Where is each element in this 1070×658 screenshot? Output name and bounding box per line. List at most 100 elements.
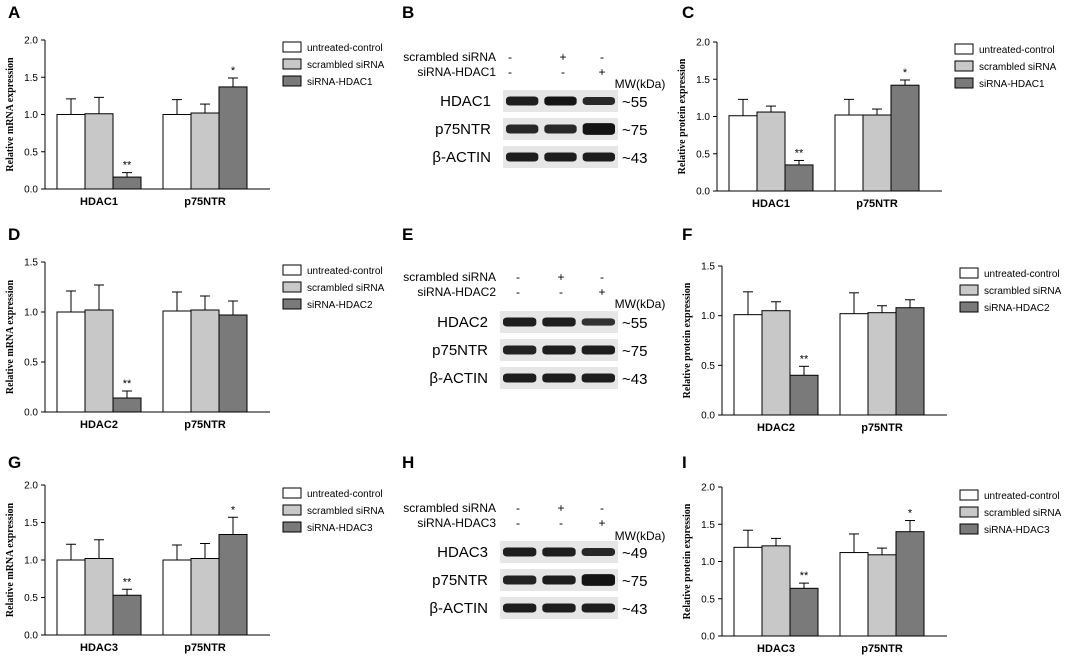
panel-letter: G <box>8 453 21 472</box>
y-tick-label: 0.5 <box>24 147 38 158</box>
chart-D: D 0.0 0.5 1.0 1.5 Relative mRNA expression ** H… <box>5 225 385 431</box>
molecular-weight: ~75 <box>622 122 647 139</box>
y-tick-label: 1.5 <box>701 520 715 531</box>
protein-band <box>503 317 537 327</box>
legend-swatch <box>954 77 974 89</box>
protein-band <box>503 547 537 557</box>
lane-mark: + <box>559 50 566 64</box>
category-label: HDAC3 <box>757 643 795 655</box>
legend-swatch <box>282 264 302 276</box>
category-label: HDAC1 <box>752 198 790 210</box>
significance-marker: ** <box>800 570 809 582</box>
bar <box>756 111 786 192</box>
significance-marker: ** <box>795 147 804 159</box>
bar <box>162 114 192 190</box>
panel-letter: F <box>682 225 692 244</box>
y-axis-label: Relative mRNA expression <box>5 279 16 394</box>
significance-marker: * <box>231 65 236 77</box>
legend-label: siRNA-HDAC3 <box>307 523 373 534</box>
molecular-weight: ~49 <box>622 545 647 562</box>
blot-row-label: HDAC2 <box>437 314 488 331</box>
lane-mark: - <box>516 501 520 515</box>
bar <box>218 534 248 636</box>
lane-condition-label: scrambled siRNA <box>403 50 496 64</box>
legend-swatch <box>959 267 979 279</box>
lane-mark: - <box>559 285 563 299</box>
bar <box>761 545 791 637</box>
lane-mark: + <box>557 270 564 284</box>
bar <box>84 113 114 190</box>
bar <box>862 114 892 192</box>
panel-letter: H <box>402 453 414 472</box>
protein-band <box>503 603 537 613</box>
protein-band <box>582 123 615 135</box>
y-axis-label: Relative protein expression <box>682 282 693 398</box>
y-tick-label: 0.0 <box>701 632 715 643</box>
blot-row-label: p75NTR <box>435 121 491 138</box>
y-tick-label: 0.5 <box>701 594 715 605</box>
protein-band <box>581 574 615 586</box>
protein-band <box>581 603 615 613</box>
legend-swatch <box>282 521 302 533</box>
protein-band <box>503 345 537 355</box>
y-tick-label: 0.0 <box>24 408 38 419</box>
y-tick-label: 1.5 <box>696 75 710 86</box>
protein-band <box>503 373 537 383</box>
blot-row-label: HDAC3 <box>437 544 488 561</box>
lane-mark: + <box>557 501 564 515</box>
chart-C: C 0.0 0.5 1.0 1.5 2.0 Relative protein express… <box>677 3 1057 210</box>
chart-G: G 0.0 0.5 1.0 1.5 2.0 Relative mRNA expression… <box>5 453 385 654</box>
y-tick-label: 1.5 <box>701 262 715 273</box>
bar <box>84 309 114 413</box>
bar <box>895 531 925 637</box>
y-tick-label: 1.5 <box>24 258 38 269</box>
mw-header: MW(kDa) <box>615 529 666 543</box>
legend-label: untreated-control <box>984 269 1060 280</box>
lane-mark: + <box>598 65 605 79</box>
legend-label: scrambled siRNA <box>984 508 1062 519</box>
category-label: HDAC3 <box>80 642 118 654</box>
protein-band <box>544 96 577 106</box>
legend-label: siRNA-HDAC2 <box>984 303 1050 314</box>
legend-swatch <box>282 58 302 70</box>
protein-band <box>581 373 615 383</box>
y-tick-label: 0.5 <box>696 149 710 160</box>
lane-condition-label: scrambled siRNA <box>403 501 496 515</box>
protein-band <box>581 547 615 557</box>
legend-swatch <box>282 281 302 293</box>
bar <box>190 309 220 413</box>
protein-band <box>581 318 615 326</box>
protein-band <box>544 152 577 162</box>
bar <box>112 397 142 413</box>
y-axis-label: Relative protein expression <box>682 503 693 619</box>
y-tick-label: 2.0 <box>24 36 38 47</box>
blot-row-label: p75NTR <box>432 572 488 589</box>
bar <box>867 312 897 416</box>
mw-header: MW(kDa) <box>615 77 666 91</box>
chart-I: I 0.0 0.5 1.0 1.5 2.0 Relative protein express… <box>682 453 1062 655</box>
bar <box>761 310 791 416</box>
y-tick-label: 1.0 <box>701 311 715 322</box>
protein-band <box>581 345 615 355</box>
protein-band <box>582 152 615 162</box>
legend-label: untreated-control <box>984 491 1060 502</box>
lane-mark: - <box>516 285 520 299</box>
panel-letter: D <box>8 225 20 244</box>
category-label: p75NTR <box>856 198 898 210</box>
category-label: HDAC1 <box>80 196 118 208</box>
molecular-weight: ~43 <box>622 371 647 388</box>
protein-band <box>542 345 576 355</box>
bar <box>728 115 758 192</box>
y-tick-label: 2.0 <box>696 38 710 49</box>
significance-marker: ** <box>123 160 132 172</box>
y-tick-label: 0.0 <box>701 411 715 422</box>
legend-swatch <box>282 298 302 310</box>
y-tick-label: 2.0 <box>24 481 38 492</box>
molecular-weight: ~75 <box>622 343 647 360</box>
bar <box>789 587 819 637</box>
y-tick-label: 0.0 <box>24 185 38 196</box>
bar <box>733 546 763 637</box>
lane-condition-label: siRNA-HDAC1 <box>417 65 496 79</box>
legend-swatch <box>959 284 979 296</box>
